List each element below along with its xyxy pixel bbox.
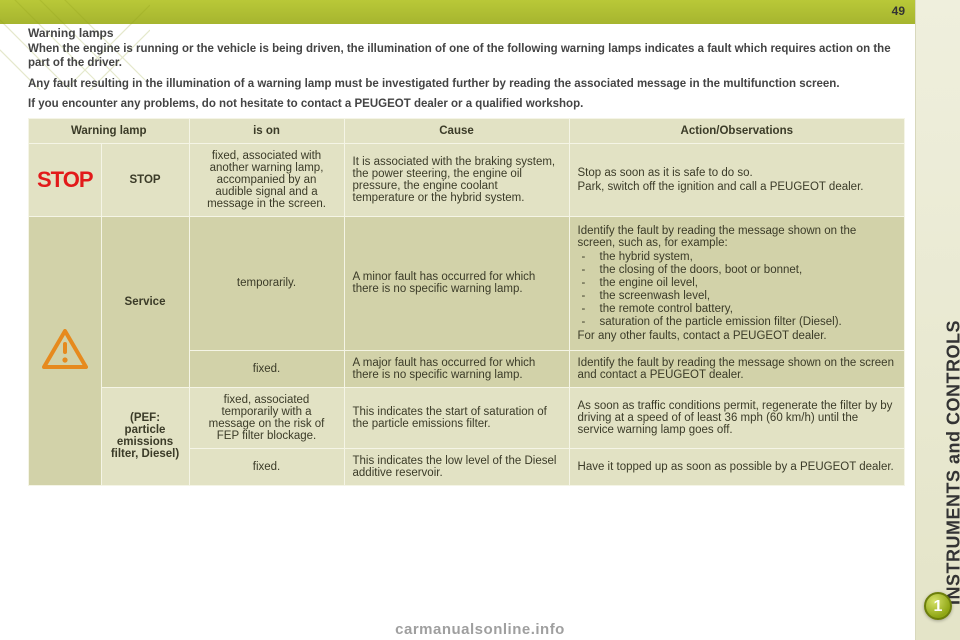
list-item: the engine oil level, [582,277,896,289]
pef-temp-cause: This indicates the start of saturation o… [344,387,569,448]
service-fixed-action: Identify the fault by reading the messag… [569,350,904,387]
service-name: Service [101,216,189,387]
service-temp-ison: temporarily. [189,216,344,350]
list-item: saturation of the particle emission filt… [582,316,896,328]
table-header-row: Warning lamp is on Cause Action/Observat… [29,118,905,143]
stop-icon-cell: STOP [29,143,102,216]
stop-icon: STOP [37,167,93,192]
service-fixed-ison: fixed. [189,350,344,387]
chapter-badge: 1 [924,592,952,620]
top-bar: 49 [0,0,915,24]
list-item: the hybrid system, [582,251,896,263]
intro-paragraph-2: Any fault resulting in the illumination … [28,77,905,91]
intro-paragraph-1: When the engine is running or the vehicl… [28,42,905,71]
col-cause: Cause [344,118,569,143]
content-area: Warning lamps When the engine is running… [28,26,905,486]
pef-fixed-ison: fixed. [189,448,344,485]
list-item: the closing of the doors, boot or bonnet… [582,264,896,276]
list-item: the remote control battery, [582,303,896,315]
stop-action-line-2: Park, switch off the ignition and call a… [578,181,896,193]
table-row: (PEF: particle emissions filter, Diesel)… [29,387,905,448]
stop-action-line-1: Stop as soon as it is safe to do so. [578,167,896,179]
page-number: 49 [892,4,905,18]
stop-action: Stop as soon as it is safe to do so. Par… [569,143,904,216]
side-tab: INSTRUMENTS and CONTROLS 1 [915,0,960,640]
service-temp-action: Identify the fault by reading the messag… [569,216,904,350]
pef-temp-ison: fixed, associated temporarily with a mes… [189,387,344,448]
table-row: Service temporarily. A minor fault has o… [29,216,905,350]
col-is-on: is on [189,118,344,143]
service-temp-action-intro: Identify the fault by reading the messag… [578,225,896,249]
stop-cause: It is associated with the braking system… [344,143,569,216]
pef-fixed-action: Have it topped up as soon as possible by… [569,448,904,485]
warning-lamps-table: Warning lamp is on Cause Action/Observat… [28,118,905,486]
intro-paragraph-3: If you encounter any problems, do not he… [28,97,905,111]
service-temp-action-list: the hybrid system, the closing of the do… [578,251,896,328]
pef-name: (PEF: particle emissions filter, Diesel) [101,387,189,485]
pef-fixed-cause: This indicates the low level of the Dies… [344,448,569,485]
table-row: STOP STOP fixed, associated with another… [29,143,905,216]
service-fixed-cause: A major fault has occurred for which the… [344,350,569,387]
col-action: Action/Observations [569,118,904,143]
side-tab-label: INSTRUMENTS and CONTROLS [944,320,960,605]
service-temp-cause: A minor fault has occurred for which the… [344,216,569,350]
service-icon-cell [29,216,102,485]
service-temp-action-outro: For any other faults, contact a PEUGEOT … [578,330,896,342]
stop-name: STOP [101,143,189,216]
col-warning-lamp: Warning lamp [29,118,190,143]
warning-triangle-icon [42,329,88,369]
manual-page: 49 Warning lamps When the engine is runn… [0,0,915,640]
list-item: the screenwash level, [582,290,896,302]
section-heading: Warning lamps [28,26,905,40]
pef-temp-action: As soon as traffic conditions permit, re… [569,387,904,448]
stop-ison: fixed, associated with another warning l… [189,143,344,216]
